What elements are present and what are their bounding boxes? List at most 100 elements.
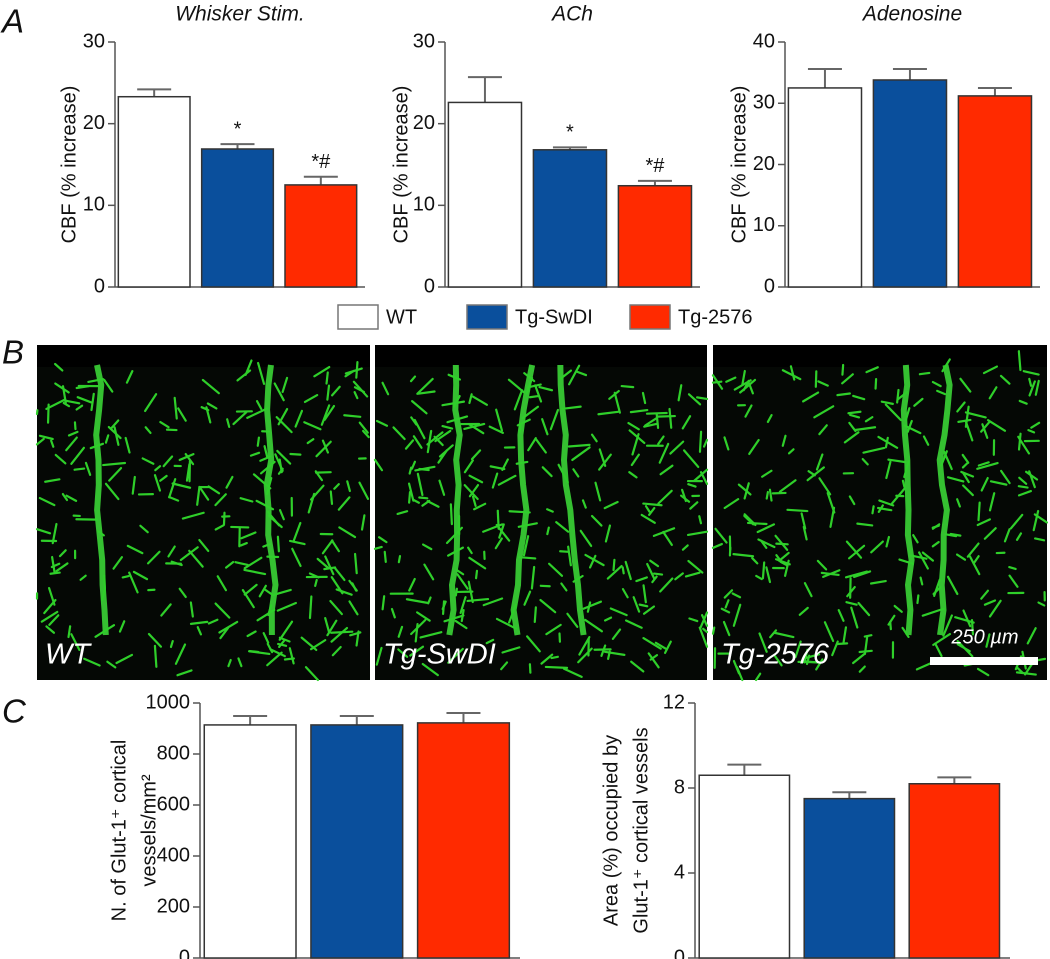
capillary [333,483,340,490]
capillary [918,371,931,376]
capillary [976,518,991,527]
y-tick-label: 1000 [146,691,191,713]
micrograph-edge [37,345,370,367]
capillary [185,463,191,482]
capillary [968,555,981,576]
capillary [411,400,428,415]
capillary [534,384,543,403]
capillary [856,522,874,527]
capillary [621,588,629,599]
capillary [410,460,417,470]
capillary [837,609,845,622]
capillary [632,596,641,613]
capillary [644,417,658,427]
capillary [170,560,183,567]
capillary [497,474,517,486]
capillary [642,605,656,615]
capillary [864,416,874,423]
capillary [568,364,581,386]
capillary [579,529,593,548]
capillary [329,599,343,616]
capillary [562,667,583,678]
capillary [783,559,790,577]
capillary [880,400,894,405]
capillary [988,492,996,512]
capillary [758,632,768,653]
capillary [326,384,331,401]
capillary [54,453,67,465]
capillary [467,546,473,555]
capillary [526,635,541,653]
capillary [70,446,86,465]
capillary [160,603,172,617]
capillary [962,484,974,497]
capillary [865,366,879,374]
capillary [199,486,210,501]
capillary [315,440,332,458]
capillary [49,571,61,575]
capillary [485,638,495,645]
significance-label: * [234,118,242,140]
capillary [104,434,110,444]
capillary [956,498,961,508]
capillary [630,660,645,673]
capillary [549,408,560,431]
capillary [874,377,878,390]
capillary [303,393,319,404]
chart-title: Whisker Stim. [175,3,305,26]
capillary [983,527,997,540]
capillary [732,603,742,627]
capillary [266,651,283,667]
capillary [630,453,640,467]
capillary [944,533,958,538]
capillary [331,645,342,657]
capillary [999,374,1011,385]
capillary [654,641,667,650]
capillary [1017,485,1029,489]
capillary [751,556,759,565]
capillary [627,421,640,431]
capillary [985,633,991,648]
vessel [900,364,915,636]
capillary [989,480,1008,486]
y-tick-label: 10 [753,214,775,236]
capillary [921,551,935,562]
capillary [355,630,360,647]
capillary [714,527,728,544]
capillary [84,461,92,476]
capillary [546,508,554,513]
capillary [196,626,203,636]
capillary [63,399,81,405]
capillary [646,562,656,580]
capillary [545,623,562,636]
capillary [463,484,479,501]
capillary [961,461,970,469]
capillary [910,554,928,560]
capillary [126,544,144,555]
capillary [390,607,396,619]
capillary [281,376,289,394]
capillary [761,469,773,478]
capillary [645,411,668,415]
capillary [775,542,789,546]
y-tick-label: 0 [179,946,190,959]
capillary [184,452,195,466]
capillary [330,539,340,553]
capillary [427,596,432,605]
capillary [836,392,851,397]
capillary [249,451,261,457]
capillary [955,553,967,561]
capillary [1017,432,1022,451]
capillary [171,482,192,489]
capillary [906,419,913,433]
capillary [642,637,662,650]
capillary [294,409,304,428]
capillary [700,614,709,627]
capillary [638,603,649,608]
capillary [852,394,866,401]
capillary [598,448,607,467]
capillary [845,601,858,606]
capillary [178,587,187,599]
capillary [392,426,406,441]
